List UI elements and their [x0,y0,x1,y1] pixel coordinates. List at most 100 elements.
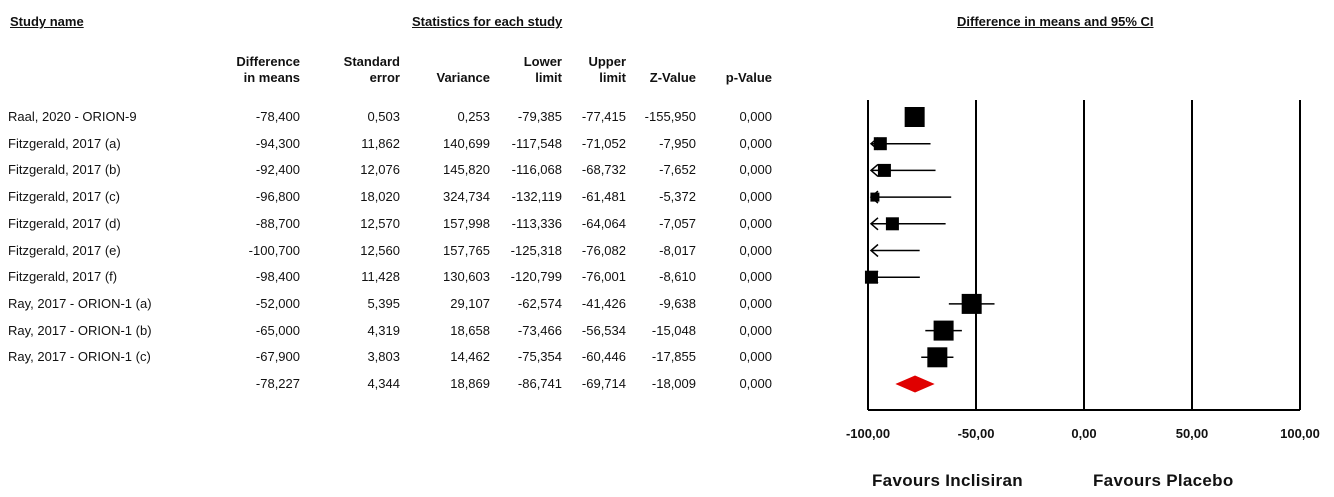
cell-upper: -69,714 [581,376,626,391]
tick-label: 50,00 [1176,426,1209,441]
study-marker [927,347,948,368]
cell-p: 0,000 [739,376,772,391]
column-header-lower: Lower limit [524,54,562,86]
cell-lower: -125,318 [510,242,562,258]
cell-diff: -96,800 [255,189,300,205]
cell-var: 145,820 [443,162,490,178]
cell-se: 4,319 [367,322,400,338]
cell-p: 0,000 [739,322,772,338]
cell-p: 0,000 [739,269,772,285]
cell-var: 29,107 [450,295,490,311]
cell-upper: -61,481 [581,189,626,205]
tick-label: 0,00 [1071,426,1096,441]
column-header-se: Standard error [344,54,400,86]
cell-lower: -79,385 [517,109,562,124]
column-header-line2: error [369,70,400,85]
cell-upper: -60,446 [581,349,626,365]
study-name-cell: Ray, 2017 - ORION-1 (a) [8,295,152,311]
cell-lower: -116,068 [511,162,562,178]
cell-z: -18,009 [651,376,696,391]
cell-p: 0,000 [739,189,772,205]
cell-diff: -100,700 [248,242,300,258]
column-header-line1: Difference [236,54,300,69]
study-marker [870,192,880,202]
cell-p: 0,000 [739,215,772,231]
cell-upper: -76,082 [581,242,626,258]
column-header-line2: Z-Value [649,70,696,85]
tick-label: -50,00 [958,426,995,441]
cell-z: -7,950 [659,135,696,151]
cell-upper: -56,534 [581,322,626,338]
study-name-cell: Ray, 2017 - ORION-1 (b) [8,322,152,338]
cell-se: 12,076 [360,162,400,178]
cell-lower: -73,466 [517,322,562,338]
column-header-line1: Lower [523,54,562,69]
cell-var: 324,734 [443,189,490,205]
study-name-cell: Fitzgerald, 2017 (c) [8,189,120,205]
study-name-cell: Fitzgerald, 2017 (d) [8,215,121,231]
cell-z: -15,048 [651,322,696,338]
cell-diff: -98,400 [255,269,300,285]
column-header-line2: limit [535,70,562,85]
cell-p: 0,000 [739,109,772,124]
cell-var: 157,765 [443,242,490,258]
cell-p: 0,000 [739,242,772,258]
cell-se: 12,560 [360,242,400,258]
column-header-diff: Difference in means [236,54,300,86]
cell-z: -155,950 [644,109,696,124]
cell-diff: -65,000 [255,322,300,338]
study-marker [933,320,954,341]
study-marker [885,217,899,231]
ci-header: Difference in means and 95% CI [957,14,1154,29]
study-name-cell: Fitzgerald, 2017 (a) [8,135,121,151]
ci-arrow [869,243,879,258]
study-marker [864,270,878,284]
study-marker [961,293,982,314]
cell-se: 18,020 [360,189,400,205]
column-header-line2: p-Value [725,70,772,85]
cell-diff: -52,000 [255,295,300,311]
statistics-header: Statistics for each study [412,14,563,29]
cell-se: 12,570 [360,215,400,231]
cell-var: 140,699 [443,135,490,151]
column-header-var: Variance [437,54,491,86]
ci-arrow [869,217,879,231]
column-header-line1: Upper [588,54,626,69]
column-header-upper: Upper limit [588,54,626,86]
cell-upper: -77,415 [581,109,626,124]
cell-upper: -68,732 [581,162,626,178]
study-marker [877,163,891,177]
study-name-header: Study name [10,14,84,29]
column-header-line2: Variance [436,70,491,85]
study-name-cell: Fitzgerald, 2017 (e) [8,242,121,258]
study-name-cell: Ray, 2017 - ORION-1 (c) [8,349,151,365]
cell-z: -8,610 [659,269,696,285]
cell-se: 5,395 [367,295,400,311]
cell-diff: -88,700 [255,215,300,231]
cell-z: -7,057 [659,215,696,231]
ci-arrow [869,163,879,177]
study-marker [904,107,925,127]
cell-var: 0,253 [457,109,490,124]
cell-p: 0,000 [739,295,772,311]
cell-diff: -78,400 [255,109,300,124]
study-marker [873,137,887,151]
cell-var: 157,998 [443,215,490,231]
cell-var: 18,869 [450,376,490,391]
cell-z: -7,652 [659,162,696,178]
cell-se: 11,428 [361,269,400,285]
tick-label: -100,00 [846,426,890,441]
cell-se: 11,862 [361,135,400,151]
column-header-line2: limit [599,70,626,85]
column-header-line1: Standard [343,54,400,69]
cell-upper: -71,052 [581,135,626,151]
cell-var: 14,462 [450,349,490,365]
cell-lower: -117,548 [511,135,562,151]
cell-lower: -75,354 [517,349,562,365]
cell-p: 0,000 [739,349,772,365]
cell-p: 0,000 [739,162,772,178]
cell-lower: -132,119 [511,189,562,205]
cell-var: 18,658 [450,322,490,338]
cell-diff: -92,400 [255,162,300,178]
